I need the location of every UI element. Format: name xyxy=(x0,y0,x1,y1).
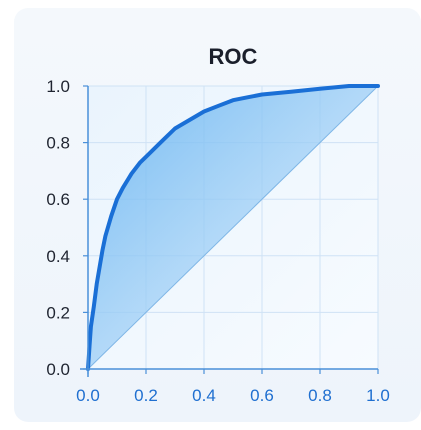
x-tick-labels: 0.0 0.2 0.4 0.6 0.8 1.0 xyxy=(76,386,390,405)
x-tick-label-5: 1.0 xyxy=(366,386,390,405)
y-tick-label-5: 1.0 xyxy=(46,77,70,96)
chart-title: ROC xyxy=(209,44,258,69)
y-tick-labels: 0.0 0.2 0.4 0.6 0.8 1.0 xyxy=(46,77,70,379)
x-tick-label-2: 0.4 xyxy=(192,386,216,405)
y-tick-label-1: 0.2 xyxy=(46,303,70,322)
y-tick-label-2: 0.4 xyxy=(46,247,70,266)
y-tick-label-0: 0.0 xyxy=(46,360,70,379)
y-tick-label-4: 0.8 xyxy=(46,134,70,153)
x-tick-label-4: 0.8 xyxy=(308,386,332,405)
x-tick-label-0: 0.0 xyxy=(76,386,100,405)
y-tick-label-3: 0.6 xyxy=(46,190,70,209)
x-tick-label-3: 0.6 xyxy=(250,386,274,405)
x-tick-label-1: 0.2 xyxy=(134,386,158,405)
